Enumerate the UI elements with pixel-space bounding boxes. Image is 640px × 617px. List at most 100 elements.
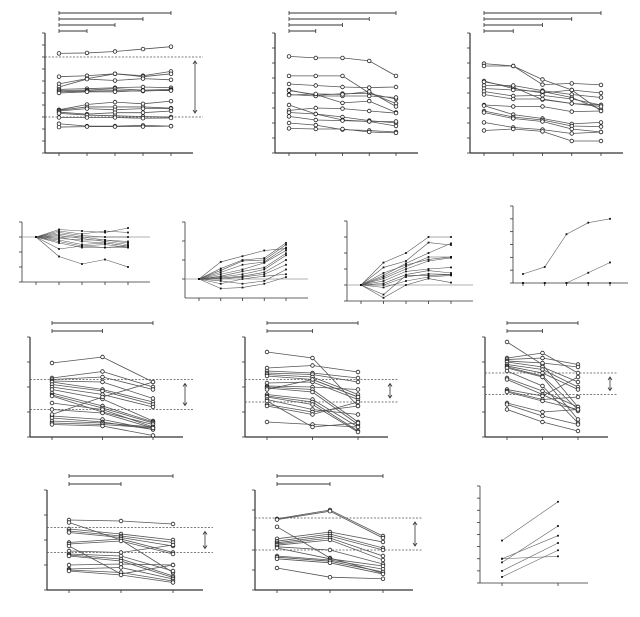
- p-value-bracket: [51, 329, 103, 333]
- series-line: [49, 384, 156, 410]
- data-point: [58, 248, 60, 250]
- data-point: [393, 84, 399, 90]
- data-point: [450, 281, 452, 284]
- series-line: [274, 556, 386, 577]
- data-point: [84, 115, 90, 120]
- data-point: [575, 407, 581, 412]
- data-point: [81, 263, 83, 265]
- data-point: [285, 259, 287, 261]
- data-point: [286, 92, 292, 98]
- series-line: [35, 236, 129, 268]
- arrow-down-icon: [412, 542, 418, 547]
- data-point: [380, 547, 386, 553]
- data-point: [285, 268, 287, 271]
- data-point: [56, 124, 62, 130]
- data-point: [313, 55, 318, 61]
- data-point: [598, 120, 604, 125]
- data-point: [264, 398, 270, 404]
- panel-i: [242, 321, 398, 440]
- data-point: [382, 266, 385, 269]
- data-point: [393, 110, 399, 116]
- data-point: [367, 85, 372, 90]
- data-point: [427, 260, 430, 262]
- data-point: [569, 126, 574, 132]
- data-point: [367, 98, 372, 104]
- data-point: [382, 274, 385, 277]
- data-point: [274, 556, 280, 561]
- p-value-bracket: [58, 29, 88, 33]
- p-value-bracket: [483, 11, 602, 15]
- data-point: [355, 379, 361, 385]
- data-point: [575, 417, 581, 422]
- data-point: [170, 568, 176, 574]
- data-point: [286, 110, 292, 115]
- data-point: [340, 73, 345, 79]
- data-point: [340, 126, 345, 132]
- data-point: [100, 369, 105, 374]
- data-point: [285, 273, 287, 276]
- data-point: [450, 273, 452, 276]
- data-point: [511, 116, 516, 121]
- data-point: [540, 93, 545, 98]
- data-point: [84, 89, 90, 94]
- data-point: [598, 90, 604, 96]
- data-point: [241, 263, 244, 266]
- data-point: [540, 350, 545, 356]
- panel-f: [344, 220, 473, 304]
- data-point: [501, 557, 503, 560]
- p-value-bracket: [483, 17, 573, 21]
- data-point: [140, 76, 146, 81]
- data-point: [286, 54, 292, 59]
- data-point: [427, 258, 430, 261]
- arrow-up-icon: [607, 376, 613, 381]
- data-point: [609, 282, 611, 284]
- data-point: [104, 240, 106, 243]
- data-point: [285, 276, 287, 278]
- data-point: [140, 124, 146, 129]
- data-point: [540, 393, 545, 399]
- data-point: [127, 266, 129, 268]
- data-point: [382, 282, 385, 285]
- data-point: [81, 234, 83, 237]
- data-point: [127, 231, 129, 234]
- data-point: [263, 266, 266, 269]
- data-point: [504, 339, 510, 345]
- arrow-up-icon: [387, 382, 393, 387]
- series-aspi: [501, 555, 559, 560]
- p-value-bracket: [483, 23, 543, 27]
- arrow-up-icon: [202, 530, 208, 535]
- data-point: [501, 539, 503, 542]
- data-point: [427, 252, 430, 254]
- data-point: [219, 280, 222, 282]
- data-point: [340, 84, 345, 90]
- data-point: [504, 377, 510, 382]
- data-point: [219, 269, 222, 272]
- data-point: [100, 388, 105, 394]
- data-point: [569, 101, 574, 106]
- data-point: [100, 379, 105, 385]
- data-point: [285, 243, 287, 246]
- panel-g: [510, 205, 628, 286]
- panel-b: [272, 11, 418, 156]
- data-point: [286, 120, 292, 126]
- data-point: [264, 349, 270, 355]
- data-point: [310, 389, 315, 395]
- series-line: [286, 114, 399, 129]
- data-point: [219, 278, 222, 280]
- data-point: [427, 274, 430, 277]
- data-point: [127, 243, 129, 246]
- data-point: [481, 110, 487, 115]
- p-value-bracket: [506, 329, 543, 333]
- data-point: [382, 276, 385, 278]
- data-point: [355, 369, 361, 375]
- data-point: [285, 249, 287, 252]
- data-point: [569, 87, 574, 93]
- series-line: [56, 115, 174, 121]
- data-point: [598, 104, 604, 109]
- data-point: [118, 561, 124, 567]
- data-point: [501, 569, 503, 572]
- data-point: [285, 242, 287, 244]
- p-value-bracket: [288, 17, 370, 21]
- data-point: [609, 217, 611, 220]
- data-point: [481, 128, 487, 133]
